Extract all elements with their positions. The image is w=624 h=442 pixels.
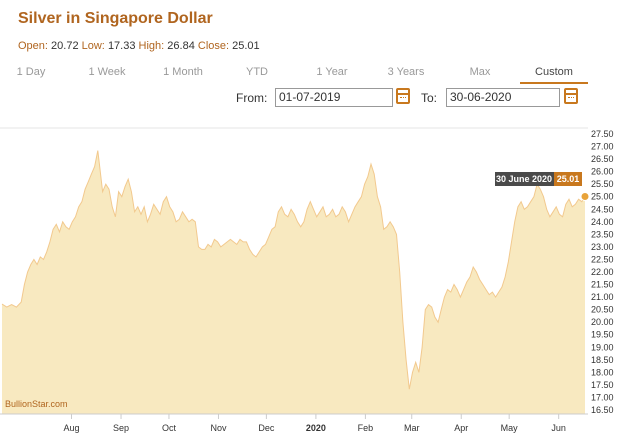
y-tick-label: 17.00 (591, 392, 614, 402)
x-tick-label: Aug (64, 423, 80, 433)
y-tick-label: 26.00 (591, 167, 614, 177)
y-tick-label: 22.00 (591, 267, 614, 277)
price-line (1, 150, 586, 390)
y-tick-label: 25.50 (591, 179, 614, 189)
y-tick-label: 20.00 (591, 317, 614, 327)
y-tick-label: 21.00 (591, 292, 614, 302)
y-tick-label: 21.50 (591, 280, 614, 290)
tab-3-years[interactable]: 3 Years (387, 66, 425, 78)
tab-1-year[interactable]: 1 Year (316, 66, 348, 78)
tooltip-date-box (495, 172, 554, 186)
y-tick-label: 25.00 (591, 192, 614, 202)
y-axis: 16.50 17.00 17.50 18.00 18.50 19.00 19.50 20.00… (591, 129, 614, 415)
open-label: Open: (18, 40, 48, 52)
y-tick-label: 23.00 (591, 242, 614, 252)
y-tick-label: 24.00 (591, 217, 614, 227)
close-label: Close: (197, 40, 230, 52)
x-tick-label: Nov (210, 423, 227, 433)
from-label: From: (236, 91, 268, 105)
to-date-input[interactable]: 30-06-2020 (446, 88, 560, 107)
y-tick-label: 23.50 (591, 229, 614, 239)
tab-1-month[interactable]: 1 Month (163, 66, 203, 78)
tooltip-date: 30 June 2020 (496, 174, 552, 184)
open-value: 20.72 (51, 40, 79, 52)
x-tick-label: Dec (258, 423, 275, 433)
y-tick-label: 27.00 (591, 142, 614, 152)
close-value: 25.01 (232, 40, 260, 52)
date-range: From: 01-07-2019 To: 30-06-2020 (0, 88, 624, 110)
y-tick-label: 27.50 (591, 129, 614, 139)
range-tabs: 1 Day 1 Week 1 Month YTD 1 Year 3 Years … (0, 62, 590, 84)
x-tick-label: May (501, 423, 519, 433)
tooltip-value: 25.01 (557, 174, 580, 184)
area-layer (1, 150, 586, 414)
ohlc-summary: Open: 20.72 Low: 17.33 High: 26.84 Close… (18, 40, 260, 52)
y-tick-label: 18.00 (591, 367, 614, 377)
y-tick-label: 18.50 (591, 355, 614, 365)
y-tick-label: 22.50 (591, 254, 614, 264)
chart-title: Silver in Singapore Dollar (18, 10, 213, 27)
y-tick-label: 24.50 (591, 204, 614, 214)
tooltip: 30 June 2020 25.01 (495, 172, 582, 186)
x-tick-label: Mar (404, 423, 420, 433)
tab-1-day[interactable]: 1 Day (16, 66, 46, 78)
x-tick-label: Feb (358, 423, 374, 433)
tooltip-value-box (554, 172, 582, 186)
low-label: Low: (81, 40, 105, 52)
last-point-marker (580, 191, 590, 201)
x-tick-label: Jun (551, 423, 566, 433)
x-axis: Aug Sep Oct Nov Dec 2020 Feb Mar Apr May Jun (64, 414, 566, 433)
from-calendar-icon[interactable] (396, 88, 410, 104)
low-value: 17.33 (107, 40, 136, 52)
x-tick-label: 2020 (306, 423, 326, 433)
price-area (2, 150, 585, 414)
high-label: High: (138, 40, 165, 52)
x-tick-label: Oct (162, 423, 177, 433)
tab-1-week[interactable]: 1 Week (88, 66, 126, 78)
tab-max[interactable]: Max (469, 66, 491, 78)
y-tick-label: 20.50 (591, 305, 614, 315)
tab-ytd[interactable]: YTD (246, 66, 268, 78)
to-label: To: (421, 91, 438, 105)
watermark: BullionStar.com (5, 399, 68, 409)
x-tick-label: Apr (454, 423, 468, 433)
high-value: 26.84 (167, 40, 195, 52)
to-calendar-icon[interactable] (564, 88, 578, 104)
x-tick-label: Sep (113, 423, 129, 433)
y-tick-label: 17.50 (591, 380, 614, 390)
tab-custom[interactable]: Custom (520, 62, 588, 84)
y-tick-label: 16.50 (591, 405, 614, 415)
y-tick-label: 19.50 (591, 330, 614, 340)
y-tick-label: 19.00 (591, 342, 614, 352)
y-tick-label: 26.50 (591, 154, 614, 164)
from-date-input[interactable]: 01-07-2019 (275, 88, 393, 107)
